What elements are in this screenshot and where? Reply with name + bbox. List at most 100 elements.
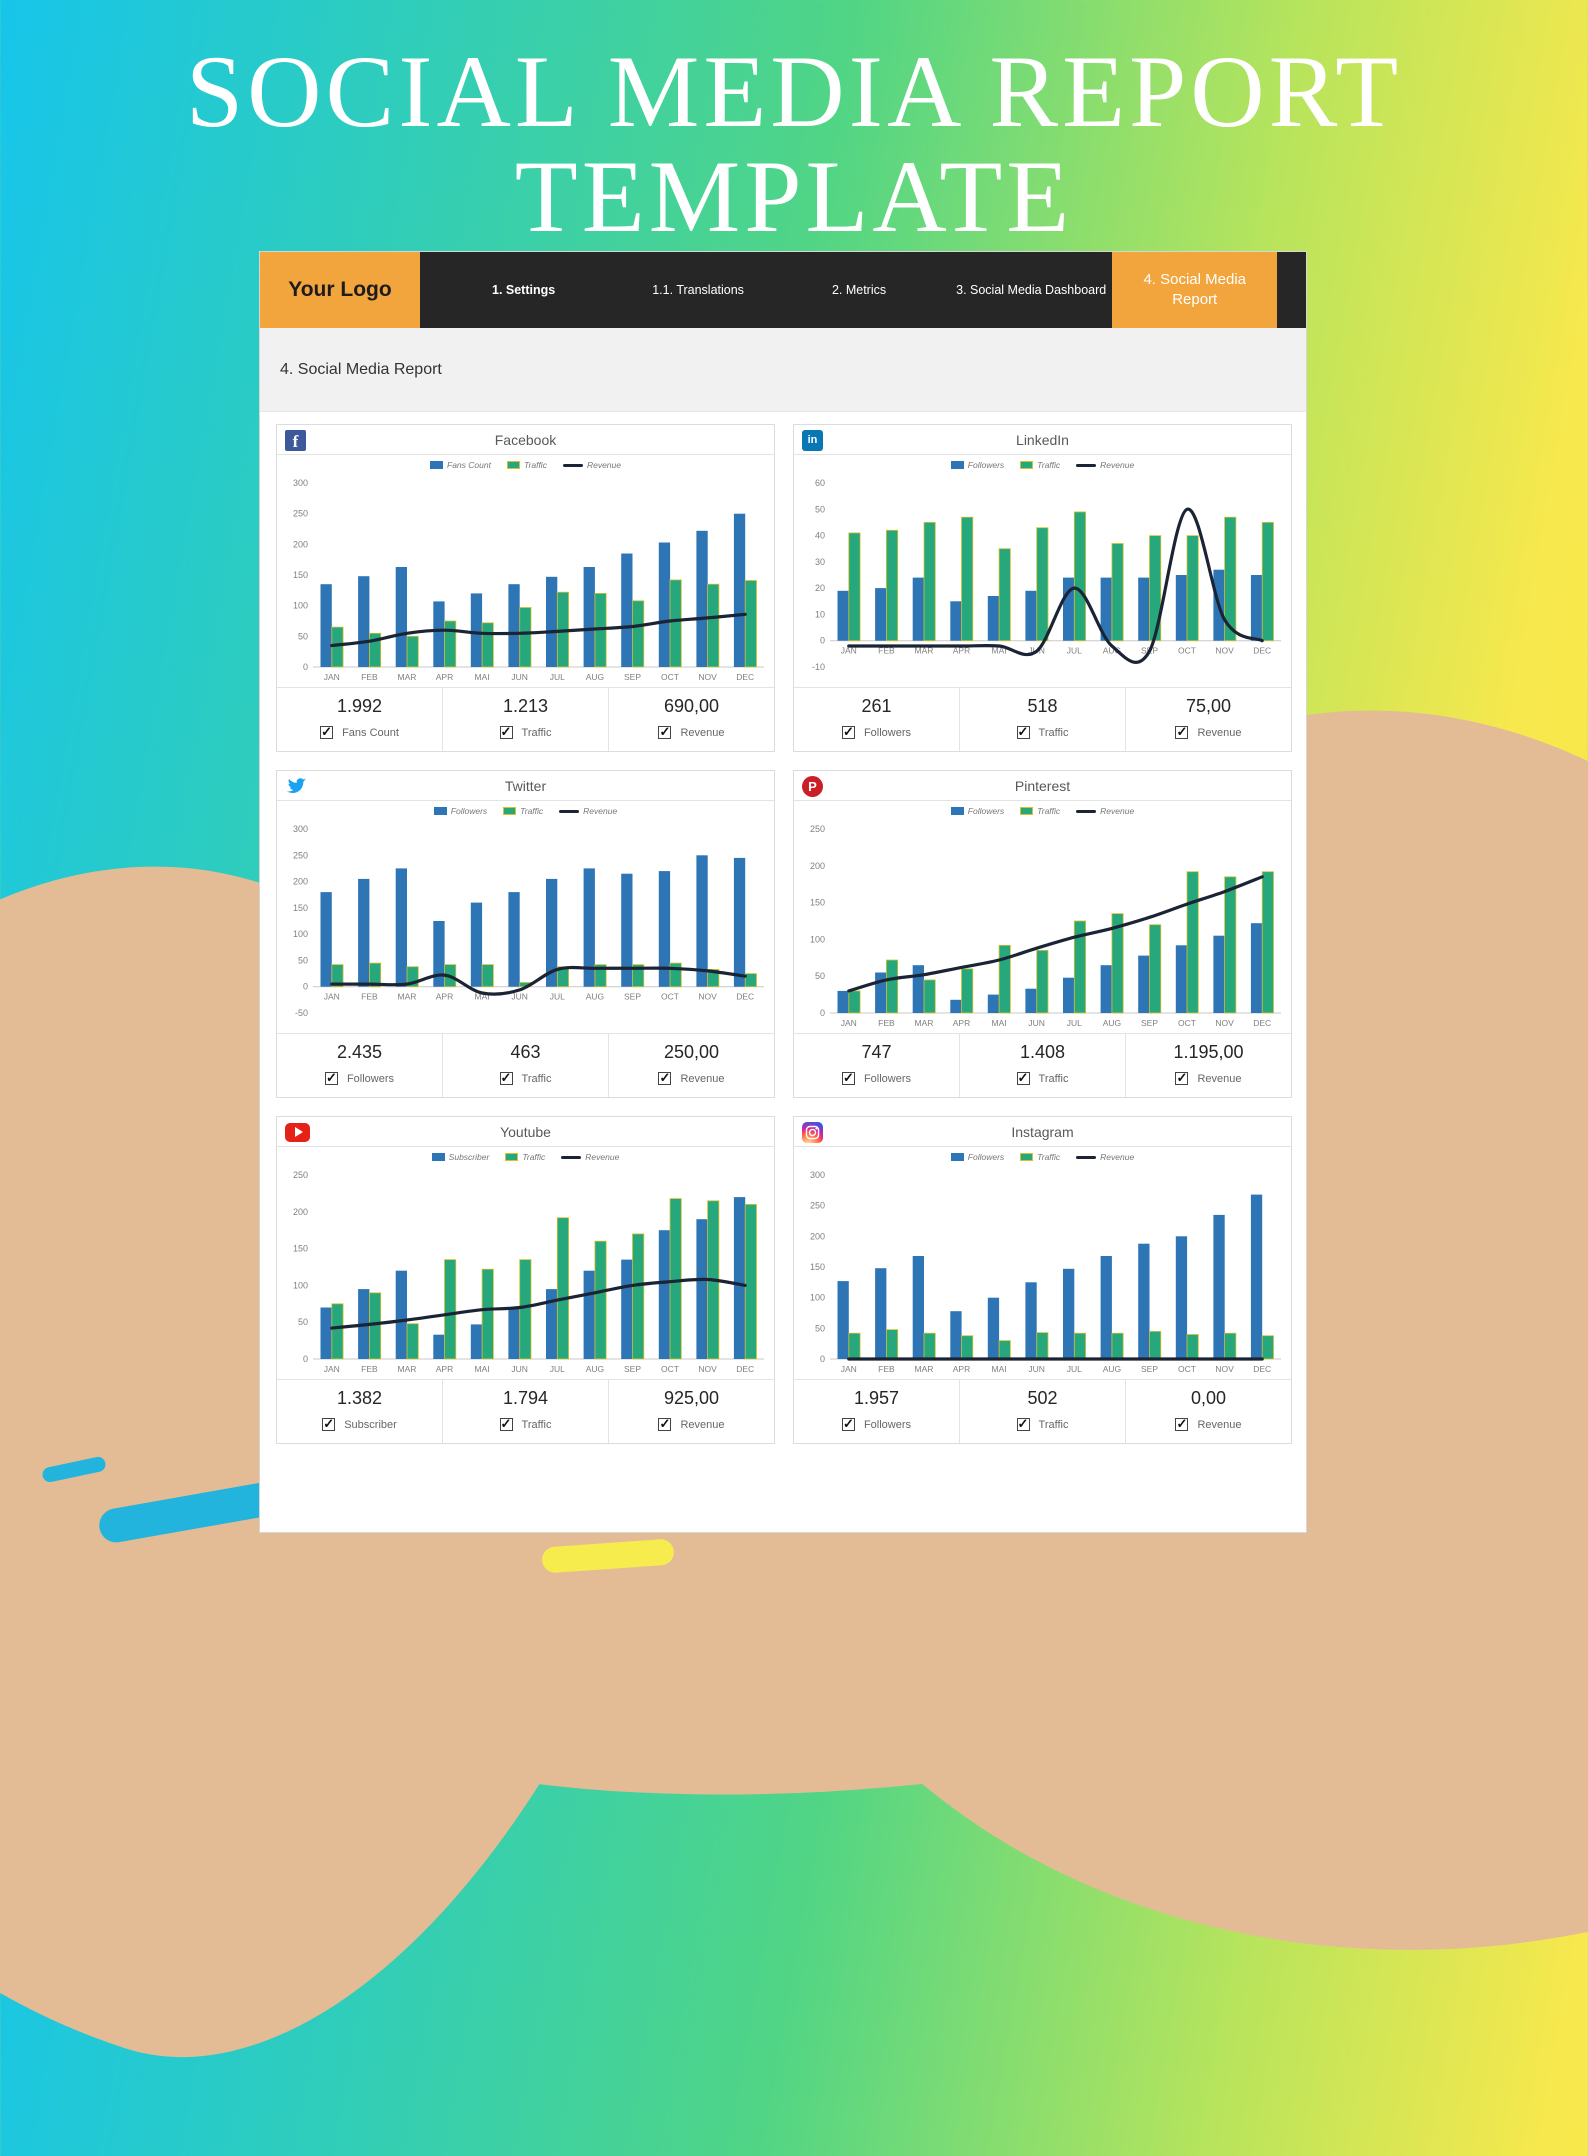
chart-legend: Followers Traffic Revenue [794, 455, 1291, 475]
legend-label: Revenue [1100, 1152, 1135, 1162]
svg-text:MAI: MAI [992, 1364, 1007, 1374]
facebook-chart[interactable]: 0 50 100 150 200 250 300 JAN FEB MAR APR MAI JUN JUL A… [277, 475, 774, 687]
spreadsheet-window: Your Logo 1. Settings 1.1. Translations … [260, 252, 1306, 1532]
svg-text:NOV: NOV [698, 992, 717, 1002]
stat-checkbox[interactable] [841, 1416, 855, 1432]
stat-label: Traffic [1038, 1072, 1069, 1085]
svg-text:FEB: FEB [361, 992, 378, 1002]
panel-summary: 1.992 Fans Count 1.213 Traffic 690,00 Re… [277, 687, 774, 751]
tab-translations[interactable]: 1.1. Translations [652, 283, 744, 297]
stat-checkbox[interactable] [320, 724, 334, 740]
stat-label-row: Revenue [1126, 1416, 1291, 1432]
svg-text:100: 100 [810, 934, 825, 944]
legend-label: Revenue [583, 806, 618, 816]
stat-checkbox[interactable] [499, 1070, 513, 1086]
legend-label: Revenue [586, 460, 621, 470]
svg-text:50: 50 [815, 971, 825, 981]
stat-checkbox[interactable] [1175, 1070, 1189, 1086]
legend-swatch-bar-blue [950, 1153, 964, 1161]
stat-checkbox[interactable] [658, 1416, 672, 1432]
stat-checkbox[interactable] [841, 1070, 855, 1086]
svg-text:50: 50 [815, 504, 825, 514]
stat-checkbox[interactable] [841, 724, 855, 740]
svg-text:JAN: JAN [324, 1364, 340, 1374]
svg-text:JAN: JAN [324, 672, 340, 682]
svg-text:NOV: NOV [698, 672, 717, 682]
stat-label-row: Traffic [443, 1416, 608, 1432]
tab-social-media-dashboard[interactable]: 3. Social Media Dashboard [956, 283, 1107, 297]
stat-cell: 1.794 Traffic [442, 1380, 608, 1443]
svg-text:OCT: OCT [661, 992, 679, 1002]
legend-item: Followers [950, 460, 1004, 470]
stat-checkbox[interactable] [499, 724, 513, 740]
instagram-chart[interactable]: 0 50 100 150 200 250 300 JAN FEB MAR APR MAI JUN JUL A… [794, 1167, 1291, 1379]
stat-label: Revenue [1197, 1418, 1242, 1431]
svg-text:JUN: JUN [511, 992, 528, 1002]
chart-legend: Followers Traffic Revenue [794, 801, 1291, 821]
stat-checkbox[interactable] [658, 724, 672, 740]
stat-checkbox[interactable] [499, 1416, 513, 1432]
svg-text:50: 50 [298, 631, 308, 641]
legend-label: Followers [967, 1152, 1005, 1162]
stat-checkbox[interactable] [1175, 724, 1189, 740]
page-title-line2: TEMPLATE [514, 140, 1074, 255]
stat-checkbox[interactable] [322, 1416, 336, 1432]
tab-social-media-report[interactable]: 4. Social Media Report [1112, 252, 1278, 328]
svg-text:FEB: FEB [878, 1018, 895, 1028]
stat-label: Followers [863, 726, 912, 739]
stat-checkbox[interactable] [658, 1070, 672, 1086]
stat-label-row: Revenue [1126, 1070, 1291, 1086]
svg-text:APR: APR [436, 1364, 453, 1374]
legend-item: Revenue [562, 460, 621, 470]
svg-text:FEB: FEB [361, 672, 378, 682]
svg-text:0: 0 [820, 636, 825, 646]
stat-label-row: Followers [794, 724, 959, 740]
stat-checkbox[interactable] [1016, 724, 1030, 740]
panel-title: Facebook [494, 431, 557, 448]
charts-grid: f Facebook Fans Count Traffic Revenue 0 5… [260, 412, 1306, 1444]
stat-value: 1.408 [1019, 1042, 1066, 1062]
section-band: 4. Social Media Report [260, 328, 1306, 412]
stat-checkbox[interactable] [1175, 1416, 1189, 1432]
tab-metrics[interactable]: 2. Metrics [831, 283, 887, 297]
svg-text:FEB: FEB [878, 1364, 895, 1374]
pinterest-chart[interactable]: 0 50 100 150 200 250 JAN FEB MAR APR MAI JUN JUL AUG S… [794, 821, 1291, 1033]
tab-settings[interactable]: 1. Settings [492, 283, 556, 297]
chart-legend: Followers Traffic Revenue [794, 1147, 1291, 1167]
stat-label-row: Traffic [443, 724, 608, 740]
legend-swatch-bar-green [1020, 461, 1034, 469]
svg-text:OCT: OCT [1178, 646, 1196, 656]
stat-label: Revenue [1197, 1072, 1242, 1085]
stat-label-row: Traffic [960, 1416, 1125, 1432]
legend-swatch-bar-blue [950, 461, 964, 469]
stat-cell: 1.957 Followers [794, 1380, 959, 1443]
stat-value: 1.957 [853, 1388, 900, 1408]
svg-text:APR: APR [953, 646, 970, 656]
svg-text:150: 150 [810, 1262, 825, 1272]
svg-text:APR: APR [436, 672, 453, 682]
panel-title: LinkedIn [1016, 431, 1069, 448]
youtube-chart[interactable]: 0 50 100 150 200 250 JAN FEB MAR APR MAI JUN JUL AUG S… [277, 1167, 774, 1379]
stat-value: 1.195,00 [1173, 1042, 1244, 1062]
stat-value: 0,00 [1190, 1388, 1227, 1408]
nav-items: 1. Settings 1.1. Translations 2. Metrics… [420, 252, 1306, 328]
svg-text:200: 200 [810, 1231, 825, 1241]
twitter-chart[interactable]: -50 0 50 100 150 200 250 300 JAN FEB MAR APR MAI JUN J… [277, 821, 774, 1033]
panel-header: Instagram [794, 1117, 1291, 1147]
svg-text:200: 200 [293, 1207, 308, 1217]
stat-checkbox[interactable] [1016, 1416, 1030, 1432]
svg-text:APR: APR [953, 1364, 970, 1374]
svg-text:APR: APR [436, 992, 453, 1002]
panel-header: Youtube [277, 1117, 774, 1147]
stat-checkbox[interactable] [1016, 1070, 1030, 1086]
svg-text:JAN: JAN [841, 1364, 857, 1374]
svg-text:JUN: JUN [511, 1364, 528, 1374]
svg-text:10: 10 [815, 609, 825, 619]
stat-label-row: Fans Count [277, 724, 442, 740]
legend-label: Traffic [1037, 460, 1061, 470]
legend-swatch-line [561, 1155, 582, 1159]
panel-instagram: Instagram Followers Traffic Revenue 0 50 1… [793, 1116, 1292, 1444]
svg-text:JUL: JUL [1067, 646, 1082, 656]
stat-checkbox[interactable] [324, 1070, 338, 1086]
